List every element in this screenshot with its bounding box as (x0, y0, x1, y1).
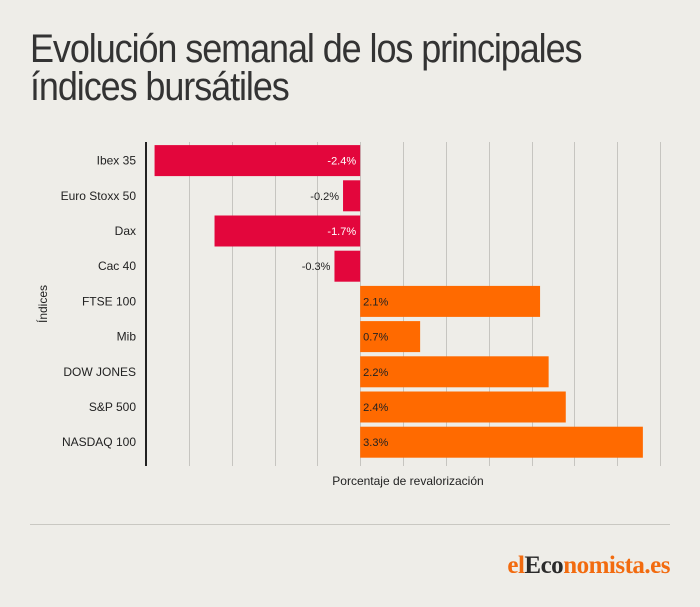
value-label-1: -0.2% (310, 191, 339, 203)
brand-logo: elEconomista.es (507, 552, 670, 580)
category-label-0: Ibex 35 (97, 154, 137, 168)
bar-2 (214, 215, 361, 247)
value-label-4: 2.1% (363, 296, 388, 308)
brand-suffix: nomista.es (563, 552, 670, 579)
category-label-1: Euro Stoxx 50 (61, 189, 137, 203)
value-label-2: -1.7% (327, 226, 356, 238)
category-label-3: Cac 40 (98, 259, 136, 273)
x-axis-title: Porcentaje de revalorización (332, 474, 483, 488)
category-label-4: FTSE 100 (82, 294, 136, 308)
bar-5 (360, 321, 421, 353)
category-label-6: DOW JONES (63, 365, 136, 379)
bar-6 (360, 356, 549, 388)
y-axis-title: Índices (35, 285, 50, 323)
value-label-8: 3.3% (363, 437, 388, 449)
value-label-0: -2.4% (327, 156, 356, 168)
bar-8 (360, 426, 643, 458)
bar-0 (154, 145, 361, 177)
category-label-2: Dax (115, 224, 136, 238)
bar-7 (360, 391, 566, 423)
footer-divider (30, 524, 670, 525)
brand-middle: Eco (524, 552, 564, 579)
value-label-7: 2.4% (363, 402, 388, 414)
chart-title: Evolución semanal de los principales índ… (30, 27, 583, 109)
bar-chart: Ibex 35 -2.4% Euro Stoxx 50 -0.2% Dax -1.7% Ca… (35, 142, 661, 488)
bar-4 (360, 285, 541, 317)
value-label-5: 0.7% (363, 332, 388, 344)
brand-prefix: el (507, 552, 525, 579)
category-label-7: S&P 500 (89, 400, 136, 414)
value-label-3: -0.3% (302, 261, 331, 273)
value-label-6: 2.2% (363, 367, 388, 379)
bar-3 (334, 250, 361, 282)
bar-1 (343, 180, 361, 212)
category-label-8: NASDAQ 100 (62, 435, 136, 449)
category-label-5: Mib (117, 330, 137, 344)
